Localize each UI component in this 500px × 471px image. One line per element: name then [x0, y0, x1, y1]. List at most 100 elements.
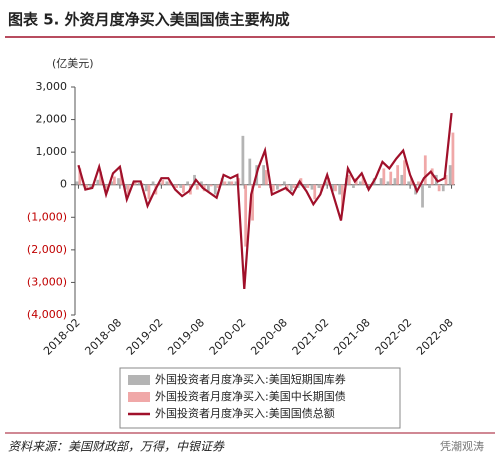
bar [292, 184, 296, 188]
bar [448, 165, 452, 185]
bar [361, 176, 365, 185]
y-tick-label: (2,000) [27, 243, 67, 256]
bar [182, 184, 185, 193]
bar [175, 184, 178, 188]
bar [206, 184, 210, 192]
x-tick-label: 2019-02 [124, 316, 166, 358]
legend-box [119, 367, 401, 429]
bar [161, 179, 165, 185]
bar [265, 170, 268, 185]
bar [78, 168, 82, 185]
legend-swatch [128, 392, 150, 402]
bar [400, 174, 404, 185]
bar [417, 181, 420, 185]
bar [258, 184, 261, 188]
source: 资料来源：美国财政部，万得，中银证券 [8, 440, 225, 454]
bar [403, 160, 406, 185]
bar [248, 158, 252, 185]
legend-label: 外国投资者月度净买入:美国短期国库券 [155, 372, 346, 386]
bar [389, 171, 393, 185]
bar [144, 184, 148, 192]
bar [278, 184, 282, 187]
bar [186, 181, 189, 185]
bar [379, 178, 383, 185]
bar [444, 174, 448, 185]
bar [334, 184, 337, 192]
bar [241, 135, 245, 185]
bar [113, 176, 116, 185]
bar [137, 183, 141, 185]
bar [271, 184, 275, 192]
bar [195, 184, 199, 190]
bar [119, 173, 123, 185]
y-unit: (亿美元) [52, 57, 94, 70]
bar [317, 184, 321, 188]
bar [209, 184, 213, 187]
bar [234, 181, 238, 185]
bar [347, 174, 351, 185]
y-tick-label: 1,000 [36, 145, 68, 158]
bar [393, 178, 397, 185]
x-tick-label: 2021-08 [331, 316, 373, 358]
bar [382, 168, 386, 185]
y-tick-label: (3,000) [27, 275, 67, 288]
bar [213, 184, 217, 195]
bar [165, 181, 169, 185]
bar [200, 181, 203, 185]
bar [168, 181, 172, 185]
y-tick-label: (1,000) [27, 210, 67, 223]
bar [99, 171, 102, 185]
bar [324, 181, 328, 185]
bar [421, 184, 424, 208]
bar [147, 184, 151, 200]
bar [306, 184, 310, 188]
bar [396, 165, 400, 185]
bar [338, 184, 341, 195]
legend-label: 外国投资者月度净买入:美国中长期国债 [155, 389, 346, 403]
x-tick-label: 2018-08 [82, 316, 124, 358]
bar [193, 174, 196, 185]
bar [96, 179, 100, 185]
legend-swatch [128, 375, 150, 385]
watermark: 凭潮观涛 [440, 439, 484, 453]
bar [133, 181, 137, 185]
bar [179, 184, 183, 188]
bar [85, 184, 89, 188]
bar [158, 183, 162, 185]
bar [75, 181, 79, 185]
bar [227, 181, 231, 185]
bar [289, 184, 293, 192]
bar [310, 184, 314, 190]
bar [303, 184, 307, 188]
bar [117, 178, 120, 185]
y-tick-label: 0 [60, 178, 67, 191]
bar [89, 184, 93, 188]
x-tick-label: 2020-02 [207, 316, 249, 358]
bar [230, 181, 234, 185]
bar [124, 184, 127, 190]
bar [282, 181, 286, 185]
y-tick-label: (4,000) [27, 308, 67, 321]
bar [244, 184, 248, 247]
bar [358, 181, 362, 185]
y-tick-label: 2,000 [36, 113, 68, 126]
bar [410, 178, 413, 185]
bar [313, 184, 317, 200]
x-tick-label: 2021-02 [290, 316, 332, 358]
bar [386, 181, 390, 185]
legend-label: 外国投资者月度净买入:美国国债总额 [155, 406, 335, 420]
bar [299, 178, 303, 185]
bar [331, 184, 335, 192]
bar [428, 184, 431, 188]
x-tick-label: 2022-08 [414, 316, 456, 358]
bar [423, 155, 427, 185]
bar [441, 184, 445, 192]
bar [430, 168, 434, 185]
line [77, 112, 453, 290]
bar [341, 184, 344, 211]
bar [352, 184, 355, 188]
x-tick-label: 2018-02 [41, 316, 83, 358]
chart-title: 图表 5. 外资月度净买入美国国债主要构成 [8, 11, 290, 29]
bar [451, 132, 455, 185]
